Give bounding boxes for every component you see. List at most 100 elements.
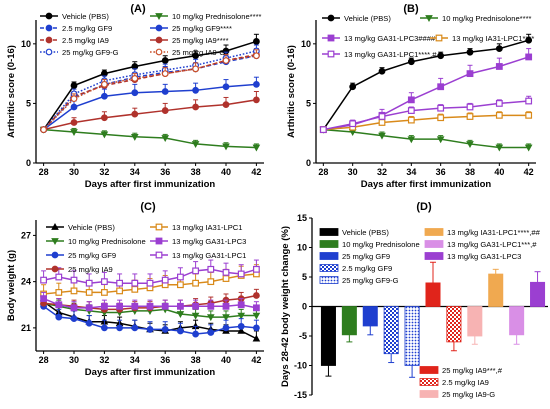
panel-c-legend-label: 13 mg/kg IA31-LPC1 bbox=[172, 223, 243, 232]
panel-a-data-point bbox=[70, 103, 78, 111]
panel-c-legend-label: Vehicle (PBS) bbox=[68, 223, 115, 232]
panel-c-legend-item: 25 mg/kg GF9 bbox=[46, 251, 116, 260]
panel-c-legend-marker bbox=[155, 251, 163, 259]
panel-c-data-point bbox=[131, 279, 139, 287]
panel-c-data-point bbox=[85, 289, 93, 296]
panel-c-data-point bbox=[100, 278, 108, 286]
panel-b-legend-marker bbox=[327, 34, 335, 42]
panel-b-data-point bbox=[436, 136, 445, 144]
panel-b-x-tick-label: 32 bbox=[377, 167, 387, 177]
panel-a-series-10-mg-kg-prednisolone bbox=[39, 126, 261, 152]
panel-c-legend-marker bbox=[51, 265, 59, 273]
panel-a-legend-item: 25 mg/kg GF9-G bbox=[40, 48, 119, 57]
panel-a-x-tick-label: 38 bbox=[191, 167, 201, 177]
panel-d-bar-group-13-mg-kg-ga31-lpc3 bbox=[530, 271, 546, 307]
panel-a-legend-item: 10 mg/kg Prednisolone**** bbox=[150, 12, 262, 21]
panel-c-data-point bbox=[237, 322, 245, 330]
panel-a-legend-item: 25 mg/kg IA9**** bbox=[150, 36, 229, 45]
panel-a-y-tick-label: 0 bbox=[26, 158, 31, 168]
panel-d-panel-label: (D) bbox=[416, 201, 432, 213]
panel-c-data-point bbox=[100, 324, 108, 332]
panel-d-legend-swatch bbox=[319, 264, 339, 272]
panel-d-legend-item: 25 mg/kg IA9***,# bbox=[419, 366, 503, 375]
panel-c-data-point bbox=[207, 265, 215, 273]
panel-c-data-point bbox=[100, 289, 108, 296]
panel-c-legend-marker bbox=[155, 237, 163, 245]
panel-c-data-point bbox=[70, 276, 78, 284]
panel-a-data-point bbox=[131, 89, 139, 97]
panel-a-legend-marker bbox=[45, 48, 53, 56]
panel-a-legend-item: 2.5 mg/kg GF9 bbox=[40, 24, 112, 33]
panel-d-legend-label: Vehicle (PBS) bbox=[342, 228, 389, 237]
panel-b-legend-item: Vehicle (PBS) bbox=[322, 14, 391, 23]
panel-b-data-point bbox=[524, 144, 533, 152]
panel-c-legend-label: 10 mg/kg Prednisolone bbox=[68, 237, 146, 246]
panel-a-data-point bbox=[252, 80, 260, 88]
panel-c-data-point bbox=[176, 327, 184, 335]
panel-a-data-point bbox=[252, 38, 260, 45]
panel-c-legend-item: 13 mg/kg GA31-LPC1 bbox=[150, 251, 246, 260]
panel-b-data-point bbox=[495, 100, 503, 107]
panel-a-data-point bbox=[192, 65, 200, 73]
panel-a-legend-label: 2.5 mg/kg IA9 bbox=[62, 36, 109, 45]
panel-d-bar-group-25-mg-kg-gf9-g bbox=[404, 306, 420, 378]
panel-c-data-point bbox=[177, 273, 184, 281]
panel-d-legend-label: 25 mg/kg GF9 bbox=[342, 252, 390, 261]
panel-d-bar bbox=[362, 306, 378, 327]
panel-c-x-tick-label: 34 bbox=[130, 355, 140, 365]
panel-c-data-point bbox=[222, 302, 230, 310]
panel-a-legend-label: 10 mg/kg Prednisolone**** bbox=[172, 12, 262, 21]
panel-d-bar-group-13-mg-kg-ga31-lpc1 bbox=[509, 306, 525, 345]
panel-b-y-tick-label: 5 bbox=[306, 98, 311, 108]
panel-d-legend-label: 2.5 mg/kg IA9 bbox=[442, 378, 489, 387]
panel-c-data-point bbox=[55, 273, 63, 281]
panel-d-legend-label: 25 mg/kg IA9***,# bbox=[442, 366, 503, 375]
panel-a-legend-item: 25 mg/kg GF9**** bbox=[150, 24, 232, 33]
panel-b-x-tick-label: 34 bbox=[406, 167, 416, 177]
panel-a-data-point bbox=[252, 52, 260, 60]
panel-c-data-point bbox=[161, 276, 169, 284]
panel-b-data-point bbox=[437, 83, 445, 91]
panel-c-x-tick-label: 42 bbox=[251, 355, 261, 365]
panel-c-legend-marker bbox=[51, 222, 59, 230]
panel-c-x-tick-label: 40 bbox=[221, 355, 231, 365]
panel-a-x-axis-title: Days after first immunization bbox=[85, 179, 216, 190]
panel-d-legend-label: 25 mg/kg GF9-G bbox=[342, 276, 399, 285]
panel-c-legend-item: 10 mg/kg Prednisolone bbox=[46, 237, 146, 246]
panel-d-bar bbox=[446, 306, 462, 343]
panel-a-x-tick-label: 30 bbox=[69, 167, 79, 177]
panel-d-y-tick-label: 10 bbox=[297, 243, 307, 253]
panel-d-bar bbox=[467, 306, 483, 337]
panel-b-data-point bbox=[378, 67, 386, 75]
panel-a-legend-marker bbox=[155, 36, 163, 44]
panel-d-y-tick-label: 0 bbox=[302, 302, 307, 312]
panel-b-legend-label: Vehicle (PBS) bbox=[344, 14, 391, 23]
panel-d-y-tick-label: -5 bbox=[299, 331, 307, 341]
panel-c-data-point bbox=[252, 312, 261, 320]
panel-d-legend-swatch bbox=[419, 378, 439, 386]
panel-b-chart: 28 30 32 34 36 38 40 42 0 5 10 Days after first imm… bbox=[286, 14, 536, 190]
panel-b-y-axis-title: Arthritic score (0-16) bbox=[286, 45, 297, 138]
panel-b-series-line bbox=[323, 56, 529, 131]
panel-d-legend-item: Vehicle (PBS) bbox=[319, 228, 389, 237]
panel-b-data-point bbox=[349, 120, 357, 128]
panel-d-legend-item: 25 mg/kg GF9-G bbox=[319, 276, 399, 285]
panel-b-series-line bbox=[323, 128, 529, 149]
panel-c-x-tick-label: 30 bbox=[69, 355, 79, 365]
panel-c-legend-label: 13 mg/kg GA31-LPC1 bbox=[172, 251, 246, 260]
panel-a-data-point bbox=[252, 96, 260, 104]
panel-c-legend-label: 13 mg/kg GA31-LPC3 bbox=[172, 237, 246, 246]
panel-a-data-point bbox=[70, 95, 78, 103]
panel-c-data-point bbox=[192, 267, 200, 275]
panel-b-data-point bbox=[349, 83, 357, 91]
panel-d-y-axis-title: Days 28-42 body weight change (%) bbox=[280, 226, 291, 387]
panel-c-data-point bbox=[161, 326, 169, 333]
panel-c-data-point bbox=[100, 302, 108, 310]
panel-a-chart: 28 30 32 34 36 38 40 42 0 5 10 Days after first imm… bbox=[6, 12, 264, 190]
panel-c-data-point bbox=[85, 319, 93, 327]
panel-a-data-point bbox=[191, 141, 200, 148]
panel-c-data-point bbox=[70, 287, 78, 295]
panel-b-data-point bbox=[407, 58, 415, 66]
panel-d-legend-label: 2.5 mg/kg GF9 bbox=[342, 264, 392, 273]
panel-b-series-line bbox=[323, 114, 529, 131]
